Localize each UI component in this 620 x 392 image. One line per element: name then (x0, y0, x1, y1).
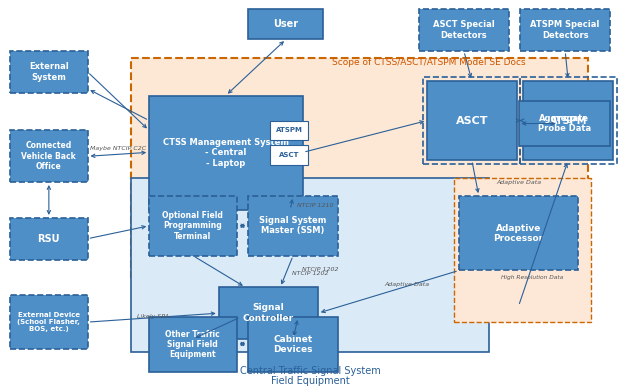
FancyBboxPatch shape (249, 9, 323, 39)
Text: Adaptive Data: Adaptive Data (496, 180, 541, 185)
Text: RSU: RSU (38, 234, 60, 244)
FancyBboxPatch shape (149, 196, 236, 256)
Text: Scope of CTSS/ASCT/ATSPM Model SE Docs: Scope of CTSS/ASCT/ATSPM Model SE Docs (332, 58, 526, 67)
FancyBboxPatch shape (427, 81, 516, 160)
FancyBboxPatch shape (521, 9, 610, 51)
Text: Signal System
Master (SSM): Signal System Master (SSM) (259, 216, 327, 236)
Text: Connected
Vehicle Back
Office: Connected Vehicle Back Office (22, 142, 76, 171)
Text: Central Traffic Signal System: Central Traffic Signal System (239, 366, 381, 376)
Text: Other Traffic
Signal Field
Equipment: Other Traffic Signal Field Equipment (166, 330, 220, 359)
FancyBboxPatch shape (149, 96, 303, 210)
FancyBboxPatch shape (523, 81, 613, 160)
Text: Optional Field
Programming
Terminal: Optional Field Programming Terminal (162, 211, 223, 241)
FancyBboxPatch shape (419, 9, 508, 51)
FancyBboxPatch shape (270, 120, 308, 140)
Text: Adaptive
Processor: Adaptive Processor (494, 223, 544, 243)
Text: Signal
Controller: Signal Controller (243, 303, 294, 323)
Text: ATSPM Special
Detectors: ATSPM Special Detectors (531, 20, 600, 40)
Text: ATSPM: ATSPM (549, 116, 587, 125)
Text: CTSS Management System
- Central
- Laptop: CTSS Management System - Central - Lapto… (163, 138, 289, 168)
Text: NTCIP 1202: NTCIP 1202 (302, 267, 338, 272)
FancyBboxPatch shape (249, 196, 338, 256)
Text: Adaptive Data: Adaptive Data (384, 282, 429, 287)
Text: Likely SPA: Likely SPA (137, 314, 169, 319)
FancyBboxPatch shape (149, 317, 236, 372)
Text: Aggregate
Probe Data: Aggregate Probe Data (538, 114, 591, 133)
Text: External Device
(School Flasher,
BOS, etc.): External Device (School Flasher, BOS, et… (17, 312, 81, 332)
FancyBboxPatch shape (131, 58, 588, 278)
FancyBboxPatch shape (219, 287, 318, 339)
FancyBboxPatch shape (459, 196, 578, 270)
Text: ASCT Special
Detectors: ASCT Special Detectors (433, 20, 495, 40)
FancyBboxPatch shape (518, 101, 610, 146)
Text: ATSPM: ATSPM (276, 127, 303, 133)
FancyBboxPatch shape (270, 145, 308, 165)
FancyBboxPatch shape (131, 178, 489, 352)
Text: ASCT: ASCT (279, 152, 299, 158)
Text: NTCIP 1210: NTCIP 1210 (297, 203, 333, 209)
Text: Cabinet
Devices: Cabinet Devices (273, 335, 313, 354)
Text: Field Equipment: Field Equipment (270, 376, 350, 386)
FancyBboxPatch shape (10, 51, 87, 93)
FancyBboxPatch shape (249, 317, 338, 372)
Text: Maybe NTCIP C2C: Maybe NTCIP C2C (91, 146, 146, 151)
Text: ASCT: ASCT (456, 116, 488, 125)
FancyBboxPatch shape (454, 178, 591, 322)
FancyBboxPatch shape (10, 295, 87, 349)
Text: User: User (273, 19, 298, 29)
Text: NTCIP 1202: NTCIP 1202 (292, 271, 328, 276)
FancyBboxPatch shape (10, 131, 87, 182)
Text: High Resolution Data: High Resolution Data (501, 275, 563, 280)
Text: External
System: External System (29, 62, 69, 82)
FancyBboxPatch shape (10, 218, 87, 260)
